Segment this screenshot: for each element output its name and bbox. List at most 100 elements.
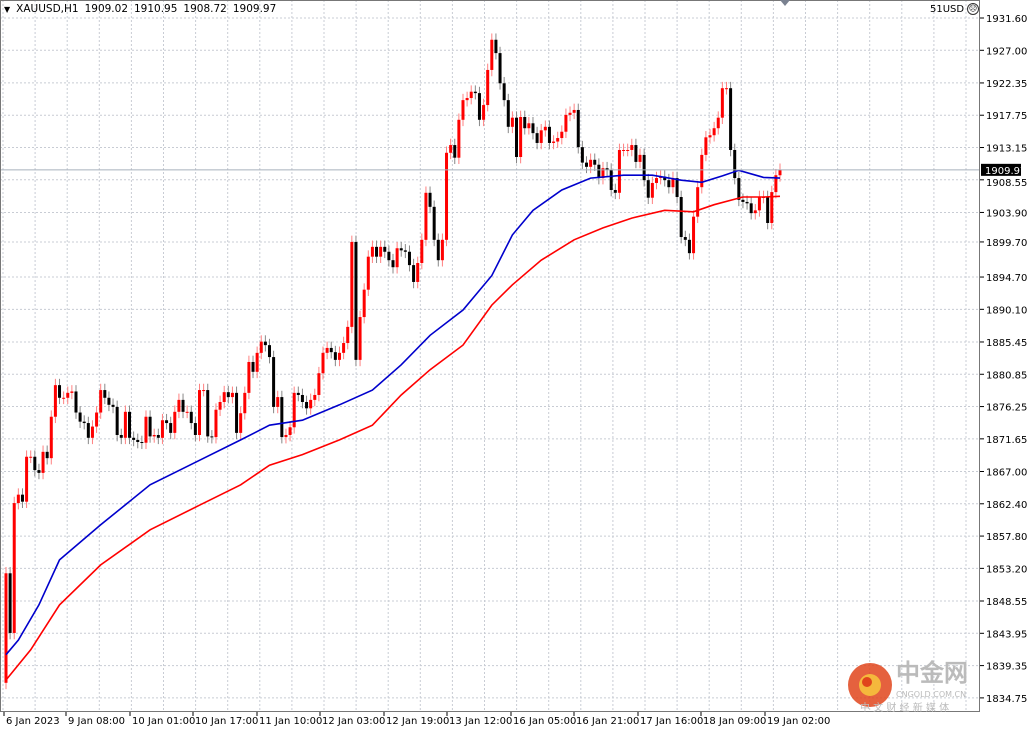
candle-body <box>123 411 127 438</box>
candle <box>259 335 263 360</box>
candle <box>436 233 440 267</box>
candle <box>214 403 218 444</box>
candle-body <box>214 409 218 438</box>
candle <box>90 420 94 445</box>
candle <box>119 428 123 445</box>
price-axis[interactable]: 1931.60 1927.00 1922.35 1917.75 1913.15 1908.… <box>980 14 1027 705</box>
candle <box>712 121 716 142</box>
candle <box>552 135 556 150</box>
collapse-triangle-icon[interactable]: ▼ <box>4 4 11 14</box>
candle <box>107 391 111 412</box>
price-tick-label: 1931.60 <box>986 14 1027 25</box>
candle-body <box>432 206 436 240</box>
candle <box>609 163 613 197</box>
candle-body <box>41 451 45 473</box>
candle <box>601 161 605 185</box>
chart-shift-marker[interactable] <box>780 0 790 6</box>
candle <box>757 190 761 217</box>
candle <box>568 106 572 122</box>
candle-body <box>337 352 341 360</box>
candle-body <box>737 178 741 200</box>
candle <box>177 393 181 419</box>
candle <box>457 113 461 165</box>
expert-status[interactable]: 51USD ☹ <box>930 3 980 15</box>
candle-body <box>654 178 658 183</box>
candle-body <box>416 262 420 282</box>
candle <box>160 413 164 445</box>
candle <box>272 350 276 414</box>
candle <box>8 566 12 640</box>
candle <box>206 383 210 443</box>
candle-body <box>650 182 654 198</box>
candle-body <box>457 119 461 158</box>
candle-body <box>749 203 753 214</box>
candle <box>99 383 103 419</box>
candle <box>354 235 358 367</box>
price-tick-label: 1922.35 <box>986 79 1027 90</box>
candle-body <box>95 412 99 427</box>
candle-body <box>222 392 226 402</box>
candle-body <box>66 392 70 398</box>
candle-body <box>300 394 304 402</box>
candle-body <box>712 128 716 136</box>
time-tick-label: 10 Jan 01:00 <box>132 716 195 727</box>
candle <box>564 108 568 139</box>
candle-body <box>350 241 354 327</box>
candle <box>692 210 696 260</box>
candle-body <box>333 352 337 360</box>
candle <box>45 445 49 465</box>
candle <box>667 173 671 194</box>
candle-body <box>477 93 481 120</box>
close-value: 1909.97 <box>232 3 277 15</box>
candle-body <box>601 168 605 179</box>
price-tick-label: 1899.70 <box>986 238 1027 249</box>
candle-body <box>770 192 774 223</box>
candle <box>140 435 144 450</box>
candle-body <box>132 437 136 440</box>
candle <box>535 126 539 150</box>
candle-body <box>667 180 671 188</box>
candle-body <box>383 246 387 252</box>
candle-body <box>482 105 486 120</box>
candle-body <box>671 178 675 188</box>
watermark-tagline: 中 文 财 经 新 媒 体 <box>860 703 950 714</box>
candle <box>33 450 37 477</box>
candle <box>226 385 230 404</box>
candle-body <box>255 352 259 372</box>
candle <box>49 410 53 465</box>
candle-body <box>589 159 593 167</box>
candle-body <box>70 391 74 393</box>
candle-body <box>774 175 778 193</box>
candle-body <box>177 399 181 412</box>
candle-body <box>490 39 494 70</box>
time-tick-label: 6 Jan 2023 <box>6 716 60 727</box>
candle-body <box>407 251 411 266</box>
candle-body <box>535 133 539 143</box>
current-price-label: 1909.97 <box>985 166 1026 177</box>
candle <box>461 93 465 127</box>
candle-body <box>560 131 564 139</box>
candle <box>317 366 321 402</box>
candle-body <box>642 154 646 181</box>
candle <box>539 124 543 150</box>
candle <box>473 85 477 100</box>
candle <box>547 120 551 150</box>
candle <box>41 445 45 480</box>
candle <box>132 431 136 447</box>
candle-body <box>305 401 309 409</box>
candle-body <box>597 164 601 179</box>
time-axis[interactable]: 6 Jan 2023 9 Jan 08:00 10 Jan 01:00 10 Jan … <box>3 712 830 727</box>
candle-body <box>729 88 733 150</box>
chart-title: ▼ XAUUSD,H1 1909.02 1910.95 1908.72 1909… <box>4 3 276 15</box>
candle-body <box>473 91 477 94</box>
candle <box>465 91 469 107</box>
candle-body <box>704 137 708 155</box>
candle-body <box>720 88 724 118</box>
candle <box>29 450 33 464</box>
candle <box>58 378 62 405</box>
candle <box>263 335 267 352</box>
candle <box>453 138 457 165</box>
plot-border <box>0 0 980 712</box>
ma-slow-line <box>5 195 781 681</box>
